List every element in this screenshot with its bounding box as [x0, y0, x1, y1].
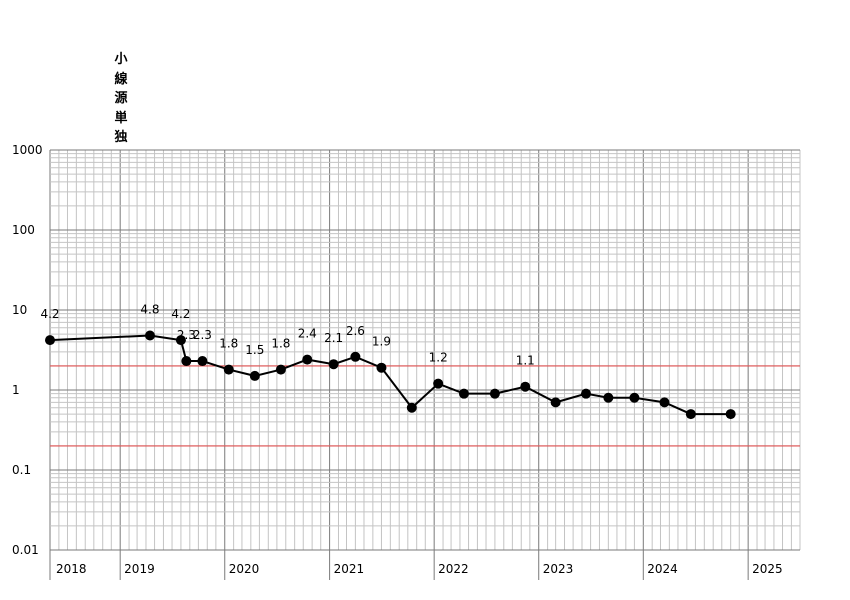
- data-point: [350, 351, 361, 362]
- data-point: [197, 356, 208, 367]
- data-label: 1.2: [429, 351, 448, 365]
- y-tick-label: 100: [12, 223, 35, 237]
- data-label: 2.4: [298, 327, 317, 341]
- data-point: [725, 409, 736, 420]
- data-point: [458, 388, 469, 399]
- data-point: [433, 378, 444, 389]
- x-tick-label: 2018: [56, 562, 87, 576]
- data-label: 1.8: [219, 337, 238, 351]
- x-tick-label: 2019: [124, 562, 155, 576]
- data-point: [520, 381, 531, 392]
- y-tick-label: 1: [12, 383, 20, 397]
- data-label: 2.1: [324, 331, 343, 345]
- y-tick-label: 0.1: [12, 463, 31, 477]
- data-point: [659, 397, 670, 408]
- data-label: 2.3: [177, 328, 196, 342]
- data-label: 4.8: [140, 303, 159, 317]
- data-point: [302, 354, 313, 365]
- data-point: [629, 392, 640, 403]
- data-label: 1.1: [516, 354, 535, 368]
- data-point: [406, 402, 417, 413]
- data-point: [144, 330, 155, 341]
- x-tick-label: 2023: [543, 562, 574, 576]
- data-point: [550, 397, 561, 408]
- data-label: 4.2: [40, 307, 59, 321]
- y-tick-label: 1000: [12, 143, 43, 157]
- chart-title: 小線源単独: [114, 52, 128, 145]
- data-point: [376, 362, 387, 373]
- data-point: [223, 364, 234, 375]
- data-label: 1.5: [245, 343, 264, 357]
- x-tick-label: 2022: [438, 562, 469, 576]
- data-point: [603, 392, 614, 403]
- data-point: [581, 388, 592, 399]
- x-tick-label: 2024: [647, 562, 678, 576]
- y-tick-label: 0.01: [12, 543, 39, 557]
- x-tick-label: 2020: [229, 562, 260, 576]
- x-tick-label: 2021: [334, 562, 365, 576]
- y-tick-label: 10: [12, 303, 27, 317]
- data-label: 1.9: [372, 335, 391, 349]
- x-tick-label: 2025: [752, 562, 783, 576]
- data-point: [328, 359, 339, 370]
- data-point: [181, 356, 192, 367]
- data-point: [175, 335, 186, 346]
- data-point: [275, 364, 286, 375]
- data-point: [489, 388, 500, 399]
- data-label: 4.2: [171, 307, 190, 321]
- data-label: 2.3: [193, 328, 212, 342]
- data-point: [249, 370, 260, 381]
- data-point: [685, 409, 696, 420]
- data-point: [45, 335, 55, 346]
- data-label: 2.6: [346, 324, 365, 338]
- data-label: 1.8: [271, 337, 290, 351]
